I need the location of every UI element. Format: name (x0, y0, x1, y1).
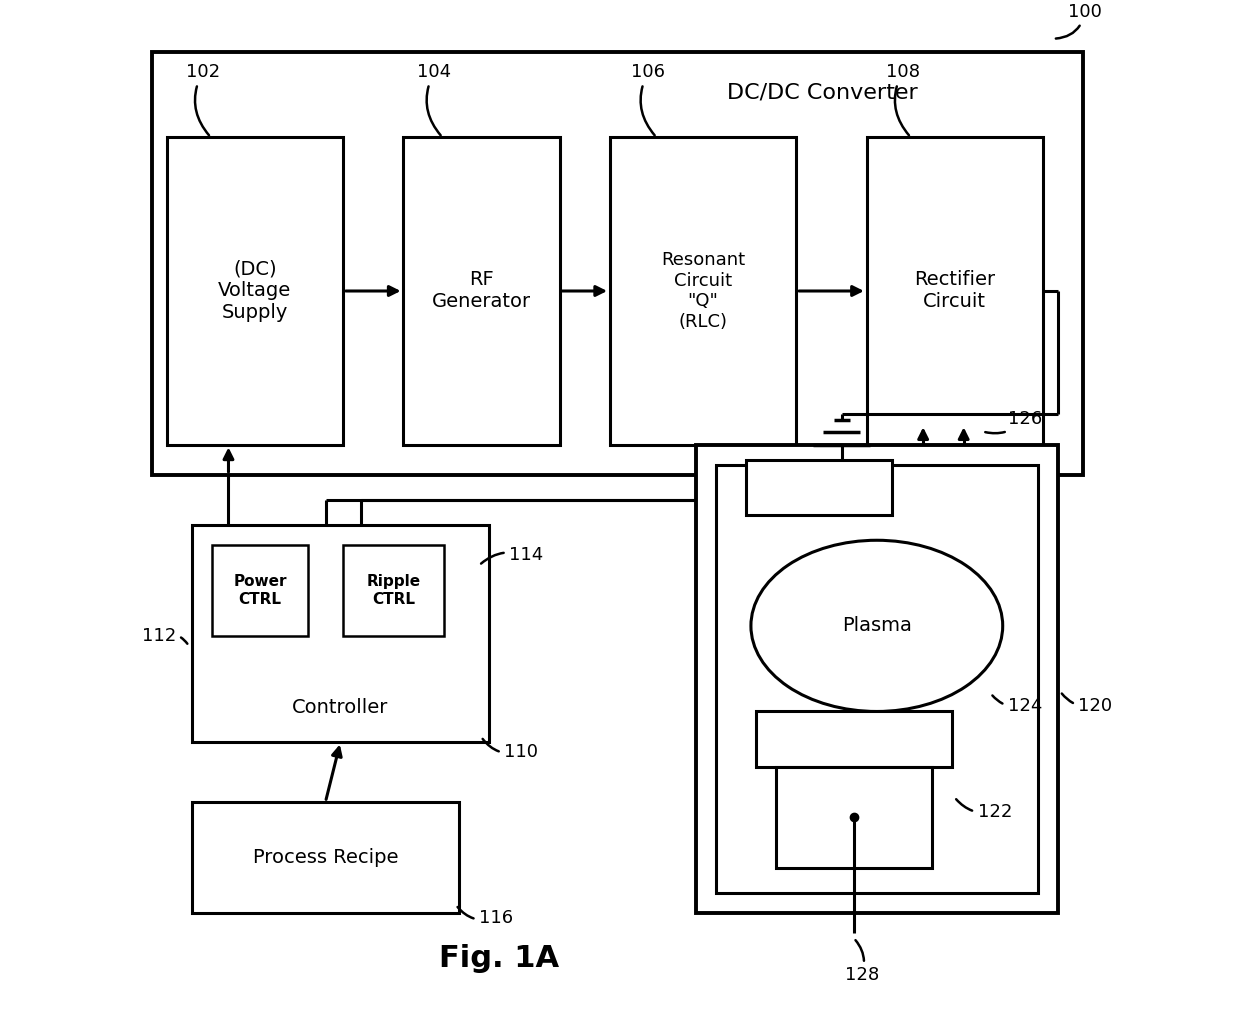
Text: 108: 108 (885, 63, 920, 135)
Text: 120: 120 (1061, 693, 1112, 716)
Bar (212, 545, 308, 636)
Text: DC/DC Converter: DC/DC Converter (727, 82, 918, 103)
Text: 100: 100 (1055, 2, 1102, 39)
Text: 112: 112 (141, 627, 187, 645)
Bar (167, 137, 343, 445)
Bar (746, 460, 892, 515)
Bar (192, 525, 489, 742)
Text: Ripple
CTRL: Ripple CTRL (366, 574, 420, 607)
Text: 116: 116 (458, 907, 513, 927)
Bar (610, 137, 796, 445)
Text: 106: 106 (631, 63, 666, 135)
Bar (715, 465, 1038, 893)
Bar (151, 52, 1084, 475)
Text: Resonant
Circuit
"Q"
(RLC): Resonant Circuit "Q" (RLC) (661, 251, 745, 331)
Bar (776, 767, 932, 868)
Text: Plasma: Plasma (842, 616, 911, 635)
Text: Process Recipe: Process Recipe (253, 848, 398, 867)
Bar (756, 712, 952, 767)
Bar (867, 137, 1043, 445)
Text: 124: 124 (992, 695, 1042, 716)
Text: 104: 104 (418, 63, 451, 135)
Text: 122: 122 (956, 799, 1012, 821)
Text: 114: 114 (481, 546, 543, 564)
Bar (696, 445, 1058, 912)
Text: Power
CTRL: Power CTRL (233, 574, 286, 607)
Text: 128: 128 (844, 940, 879, 985)
Bar (343, 545, 444, 636)
Ellipse shape (751, 540, 1003, 712)
Text: (DC)
Voltage
Supply: (DC) Voltage Supply (218, 260, 291, 323)
Bar (403, 137, 559, 445)
Text: RF
Generator: RF Generator (432, 270, 531, 312)
Text: 110: 110 (482, 739, 538, 761)
Text: Rectifier
Circuit: Rectifier Circuit (914, 270, 996, 312)
Bar (192, 802, 459, 912)
Text: 126: 126 (986, 410, 1042, 433)
Text: Controller: Controller (293, 697, 388, 717)
Text: Fig. 1A: Fig. 1A (439, 944, 559, 973)
Text: 102: 102 (186, 63, 219, 135)
